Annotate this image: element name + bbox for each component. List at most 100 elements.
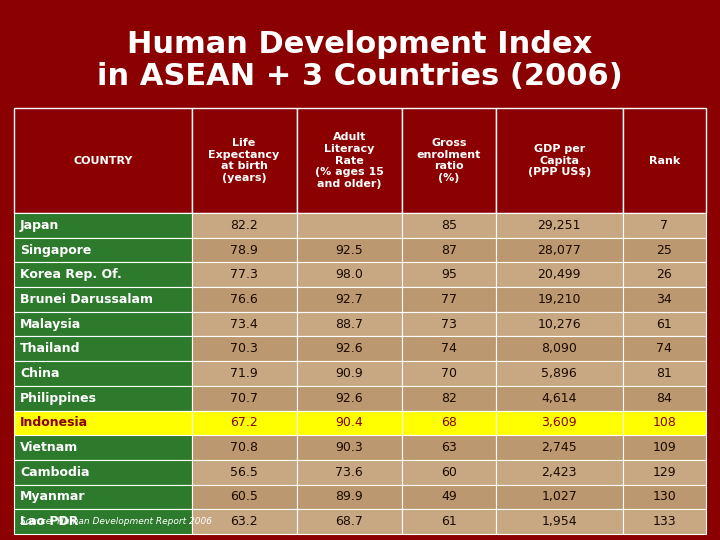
Bar — [496, 386, 623, 410]
Bar — [496, 484, 623, 509]
Bar — [14, 108, 192, 213]
Text: 82.2: 82.2 — [230, 219, 258, 232]
Text: 73: 73 — [441, 318, 456, 330]
Bar — [14, 509, 192, 534]
Text: 4,614: 4,614 — [541, 392, 577, 404]
Text: 109: 109 — [652, 441, 676, 454]
Bar — [192, 287, 297, 312]
Bar — [297, 262, 402, 287]
Bar — [402, 484, 496, 509]
Text: 88.7: 88.7 — [335, 318, 363, 330]
Bar — [402, 410, 496, 435]
Text: 34: 34 — [657, 293, 672, 306]
Bar — [192, 213, 297, 238]
Text: 92.5: 92.5 — [336, 244, 363, 256]
Bar — [496, 287, 623, 312]
Text: Japan: Japan — [20, 219, 59, 232]
Bar — [14, 336, 192, 361]
Bar — [297, 213, 402, 238]
Text: 89.9: 89.9 — [336, 490, 363, 503]
Text: 1,954: 1,954 — [541, 515, 577, 528]
Bar — [297, 484, 402, 509]
Bar — [402, 361, 496, 386]
Bar — [402, 312, 496, 336]
Text: Human Development Index: Human Development Index — [127, 30, 593, 59]
Text: 77: 77 — [441, 293, 456, 306]
Text: Philippines: Philippines — [20, 392, 97, 404]
Text: Vietnam: Vietnam — [20, 441, 78, 454]
Bar — [496, 410, 623, 435]
Text: 133: 133 — [652, 515, 676, 528]
Text: 76.6: 76.6 — [230, 293, 258, 306]
Bar — [623, 509, 706, 534]
Bar — [297, 386, 402, 410]
Text: 1,027: 1,027 — [541, 490, 577, 503]
Text: 70.8: 70.8 — [230, 441, 258, 454]
Text: 129: 129 — [652, 466, 676, 479]
Bar — [402, 386, 496, 410]
Text: GDP per
Capita
(PPP US$): GDP per Capita (PPP US$) — [528, 144, 591, 177]
Text: 73.4: 73.4 — [230, 318, 258, 330]
Bar — [14, 484, 192, 509]
Bar — [402, 509, 496, 534]
Bar — [297, 238, 402, 262]
Bar — [14, 386, 192, 410]
Text: 90.9: 90.9 — [336, 367, 363, 380]
Text: 95: 95 — [441, 268, 456, 281]
Bar — [496, 312, 623, 336]
Text: 92.7: 92.7 — [336, 293, 363, 306]
Text: 63.2: 63.2 — [230, 515, 258, 528]
Text: 70.3: 70.3 — [230, 342, 258, 355]
Text: Myanmar: Myanmar — [20, 490, 86, 503]
Text: 85: 85 — [441, 219, 456, 232]
Bar — [297, 410, 402, 435]
Text: COUNTRY: COUNTRY — [73, 156, 132, 165]
Text: 28,077: 28,077 — [537, 244, 581, 256]
Text: Life
Expectancy
at birth
(years): Life Expectancy at birth (years) — [208, 138, 279, 183]
Bar — [297, 361, 402, 386]
Bar — [402, 435, 496, 460]
Bar — [623, 287, 706, 312]
Bar — [14, 238, 192, 262]
Bar — [496, 509, 623, 534]
Bar — [496, 262, 623, 287]
Text: 92.6: 92.6 — [336, 392, 363, 404]
Bar — [297, 509, 402, 534]
Text: 29,251: 29,251 — [538, 219, 581, 232]
Text: 26: 26 — [657, 268, 672, 281]
Text: 130: 130 — [652, 490, 676, 503]
Text: 3,609: 3,609 — [541, 416, 577, 429]
Bar — [623, 312, 706, 336]
Text: Cambodia: Cambodia — [20, 466, 89, 479]
Text: in ASEAN + 3 Countries (2006): in ASEAN + 3 Countries (2006) — [97, 62, 623, 91]
Text: 25: 25 — [657, 244, 672, 256]
Bar — [192, 361, 297, 386]
Bar — [192, 386, 297, 410]
Bar — [297, 336, 402, 361]
Bar — [402, 213, 496, 238]
Bar — [192, 262, 297, 287]
Text: 60: 60 — [441, 466, 456, 479]
Text: 60.5: 60.5 — [230, 490, 258, 503]
Bar — [14, 312, 192, 336]
Text: Indonesia: Indonesia — [20, 416, 88, 429]
Bar — [192, 435, 297, 460]
Bar — [297, 312, 402, 336]
Text: 67.2: 67.2 — [230, 416, 258, 429]
Bar — [496, 361, 623, 386]
Text: 90.3: 90.3 — [336, 441, 363, 454]
Bar — [496, 435, 623, 460]
Text: Singapore: Singapore — [20, 244, 91, 256]
Text: Brunei Darussalam: Brunei Darussalam — [20, 293, 153, 306]
Text: 84: 84 — [657, 392, 672, 404]
Bar — [496, 460, 623, 484]
Text: 98.0: 98.0 — [336, 268, 363, 281]
Text: 68: 68 — [441, 416, 456, 429]
Text: 78.9: 78.9 — [230, 244, 258, 256]
Bar — [623, 361, 706, 386]
Bar — [14, 262, 192, 287]
Bar — [192, 336, 297, 361]
Text: Thailand: Thailand — [20, 342, 81, 355]
Bar — [297, 435, 402, 460]
Bar — [402, 238, 496, 262]
